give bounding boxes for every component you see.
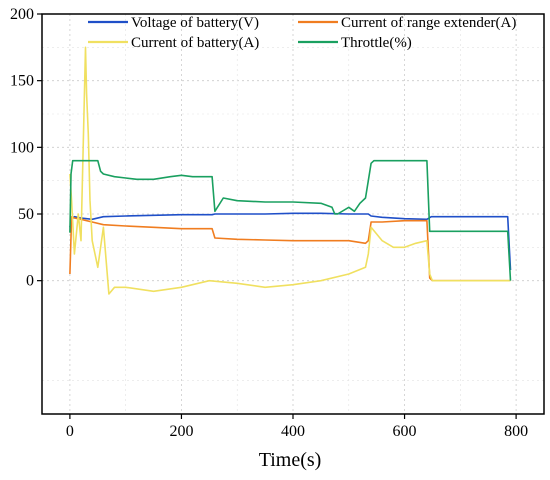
x-axis-title: Time(s) [259,449,322,471]
y-tick-label: 50 [18,206,34,223]
y-tick-label: 150 [10,73,34,90]
y-tick-label: 200 [10,6,34,23]
x-tick-label: 600 [393,423,417,440]
x-tick-label: 0 [66,423,74,440]
series-line [69,215,511,282]
legend: Voltage of battery(V) Current of range ex… [88,15,516,51]
legend-label: Voltage of battery(V) [131,15,259,31]
x-tick-label: 400 [281,423,305,440]
axis-ticks: 0 200 400 600 800 0 50 100 150 200 [10,6,528,440]
x-tick-label: 200 [169,423,193,440]
y-tick-label: 100 [10,139,34,156]
x-tick-label: 800 [504,423,528,440]
legend-label: Current of battery(A) [131,35,259,51]
series-line [69,159,512,281]
series-line [69,212,512,271]
legend-label: Current of range extender(A) [341,15,516,31]
y-tick-label: 0 [26,273,34,290]
legend-label: Throttle(%) [341,35,412,51]
series-line [69,46,511,295]
series-lines [69,46,512,295]
